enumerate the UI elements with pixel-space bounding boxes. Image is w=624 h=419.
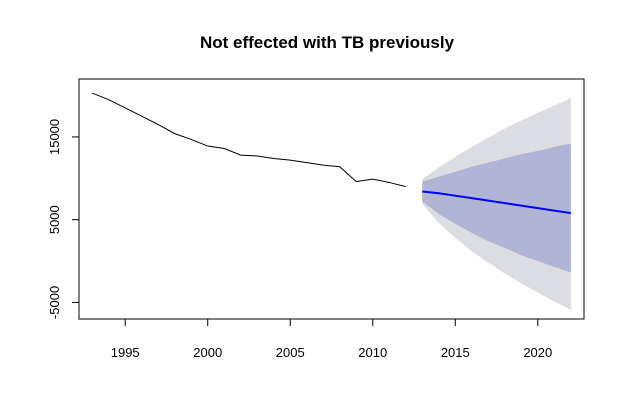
y-axis: -5000 5000 15000 (47, 119, 80, 319)
observed-series-line (92, 92, 406, 188)
x-tick-label: 1995 (111, 345, 140, 360)
forecast-mean-line (422, 190, 571, 215)
confidence-bands (422, 98, 571, 310)
y-tick-label: -5000 (47, 286, 62, 319)
y-tick-label: 5000 (47, 205, 62, 234)
x-axis: 1995 2000 2005 2010 2015 2020 (111, 318, 552, 360)
x-tick-label: 2000 (193, 345, 222, 360)
band-80 (422, 143, 571, 273)
chart-title: Not effected with TB previously (200, 33, 455, 52)
x-tick-label: 2020 (523, 345, 552, 360)
x-tick-label: 2005 (276, 345, 305, 360)
series-lines (92, 92, 571, 215)
y-tick-label: 15000 (47, 119, 62, 155)
x-tick-label: 2010 (358, 345, 387, 360)
x-tick-label: 2015 (441, 345, 470, 360)
